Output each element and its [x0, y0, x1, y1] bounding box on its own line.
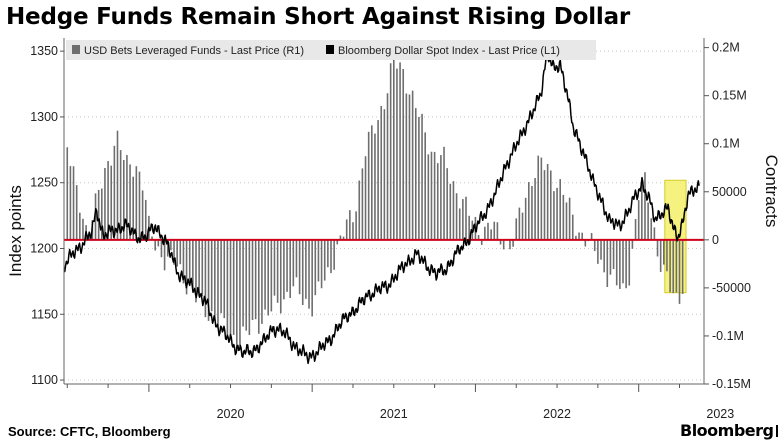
- right-tick-label: -0.15M: [712, 377, 751, 391]
- right-tick-label: -0.1M: [712, 329, 744, 343]
- bloomberg-terminal-icon: [776, 425, 778, 437]
- left-tick-label: 1300: [30, 110, 58, 124]
- axes: 1100 1150 1200 1250 1300 1350 Index points 0.2M…: [6, 38, 778, 421]
- line-series-dollar-index: [63, 49, 700, 365]
- bar-series-usd-bets: [66, 56, 684, 351]
- left-tick-label: 1200: [30, 241, 58, 255]
- left-tick-label: 1150: [31, 307, 58, 321]
- right-tick-label: 50000: [712, 185, 747, 199]
- left-tick-label: 1100: [31, 373, 58, 387]
- right-tick-label: 0.15M: [712, 89, 747, 103]
- legend-label: Bloomberg Dollar Spot Index - Last Price…: [338, 45, 560, 57]
- right-tick-label: -50000: [712, 281, 751, 295]
- legend-marker: [72, 45, 80, 54]
- source-note: Source: CFTC, Bloomberg: [8, 424, 171, 439]
- left-tick-label: 1250: [30, 176, 58, 190]
- left-tick-label: 1350: [30, 44, 58, 58]
- bloomberg-wordmark: Bloomberg: [680, 421, 774, 440]
- x-tick-label: 2023: [706, 407, 734, 421]
- chart-title: Hedge Funds Remain Short Against Rising …: [6, 4, 631, 30]
- dollar-index-line: [63, 49, 700, 365]
- left-axis-title: Index points: [6, 185, 25, 277]
- x-tick-label: 2022: [543, 407, 571, 421]
- legend-label: USD Bets Leveraged Funds - Last Price (R…: [84, 45, 304, 57]
- bloomberg-logo: Bloomberg: [680, 421, 778, 440]
- legend: USD Bets Leveraged Funds - Last Price (R…: [66, 40, 596, 60]
- legend-marker: [326, 45, 334, 54]
- right-axis-title: Contracts: [762, 155, 778, 228]
- right-tick-label: 0.2M: [712, 41, 740, 55]
- right-tick-label: 0: [712, 233, 719, 247]
- x-tick-label: 2021: [380, 407, 408, 421]
- x-tick-label: 2020: [217, 407, 245, 421]
- right-tick-label: 0.1M: [712, 137, 740, 151]
